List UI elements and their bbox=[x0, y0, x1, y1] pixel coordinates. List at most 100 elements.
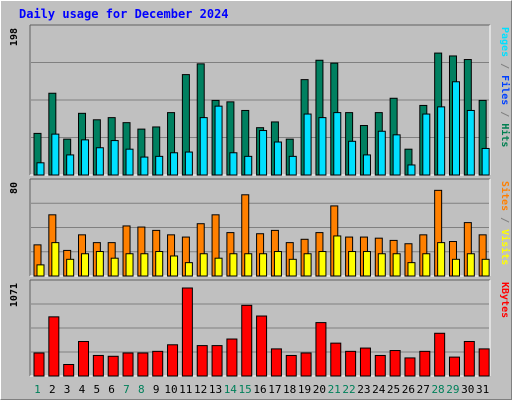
bar-files-day-26 bbox=[407, 164, 416, 176]
bar-files-day-28 bbox=[437, 106, 446, 176]
bar-visits-day-22 bbox=[348, 251, 357, 277]
bar-files-day-7 bbox=[125, 148, 134, 176]
x-tick-label-day-3: 3 bbox=[64, 383, 71, 396]
x-tick-label-day-10: 10 bbox=[164, 383, 177, 396]
bar-visits-day-19 bbox=[303, 253, 312, 277]
bar-kbytes-day-9 bbox=[152, 350, 164, 377]
bar-visits-day-1 bbox=[36, 264, 45, 277]
bar-kbytes-day-8 bbox=[137, 352, 149, 377]
bar-visits-day-14 bbox=[229, 253, 238, 277]
bar-files-day-19 bbox=[303, 113, 312, 176]
x-tick-label-day-15: 15 bbox=[239, 383, 252, 396]
bar-files-day-29 bbox=[451, 81, 460, 176]
bar-kbytes-day-15 bbox=[241, 304, 253, 377]
bar-visits-day-6 bbox=[110, 257, 119, 277]
bar-kbytes-day-5 bbox=[92, 354, 104, 377]
x-tick-label-day-30: 30 bbox=[461, 383, 474, 396]
chart-title: Daily usage for December 2024 bbox=[19, 7, 229, 21]
bar-files-day-23 bbox=[362, 154, 371, 176]
bar-visits-day-5 bbox=[95, 251, 104, 277]
x-tick-label-day-1: 1 bbox=[34, 383, 41, 396]
bar-kbytes-day-11 bbox=[181, 287, 193, 377]
bar-files-day-27 bbox=[422, 113, 431, 176]
series-legend-label: Sites / Visits bbox=[499, 181, 511, 265]
bar-files-day-17 bbox=[273, 141, 282, 176]
legend-part: Visits bbox=[499, 229, 511, 265]
x-tick-label-day-9: 9 bbox=[153, 383, 160, 396]
series-legend-label: Pages / Files / Hits bbox=[499, 27, 511, 147]
bar-visits-day-27 bbox=[422, 253, 431, 277]
x-tick-label-day-13: 13 bbox=[209, 383, 222, 396]
bar-visits-day-16 bbox=[259, 253, 268, 277]
x-tick-label-day-25: 25 bbox=[387, 383, 400, 396]
bar-visits-day-31 bbox=[481, 258, 490, 277]
y-max-label: 80 bbox=[9, 182, 20, 194]
legend-part: / bbox=[499, 105, 510, 123]
legend-part: / bbox=[499, 57, 510, 75]
x-tick-label-day-21: 21 bbox=[328, 383, 341, 396]
series-legend-label: KBytes bbox=[499, 282, 510, 318]
bar-files-day-15 bbox=[244, 155, 253, 176]
bar-kbytes-day-4 bbox=[78, 340, 90, 377]
x-tick-label-day-12: 12 bbox=[194, 383, 207, 396]
bar-visits-day-4 bbox=[81, 253, 90, 277]
bar-visits-day-21 bbox=[333, 235, 342, 277]
bar-kbytes-day-1 bbox=[33, 352, 45, 377]
bar-kbytes-day-16 bbox=[256, 315, 268, 377]
bar-files-day-10 bbox=[170, 152, 179, 176]
x-tick-label-day-27: 27 bbox=[417, 383, 430, 396]
bar-kbytes-day-10 bbox=[167, 344, 179, 377]
x-tick-label-day-8: 8 bbox=[138, 383, 145, 396]
bar-files-day-16 bbox=[259, 130, 268, 176]
x-tick-label-day-14: 14 bbox=[224, 383, 238, 396]
bar-kbytes-day-12 bbox=[196, 345, 208, 377]
bar-kbytes-day-23 bbox=[359, 347, 371, 377]
x-tick-label-day-26: 26 bbox=[402, 383, 415, 396]
x-tick-label-day-31: 31 bbox=[476, 383, 489, 396]
x-tick-label-day-29: 29 bbox=[446, 383, 459, 396]
x-tick-label-day-24: 24 bbox=[372, 383, 386, 396]
x-tick-label-day-20: 20 bbox=[313, 383, 326, 396]
bar-files-day-31 bbox=[481, 147, 490, 176]
bar-files-day-3 bbox=[66, 154, 75, 176]
bar-kbytes-day-20 bbox=[315, 322, 327, 377]
bar-files-day-12 bbox=[199, 117, 208, 176]
legend-part: KBytes bbox=[499, 282, 510, 318]
bar-visits-day-7 bbox=[125, 253, 134, 277]
bar-visits-day-3 bbox=[66, 258, 75, 277]
bar-files-day-2 bbox=[51, 133, 60, 176]
bar-kbytes-day-7 bbox=[122, 352, 134, 377]
x-tick-label-day-23: 23 bbox=[357, 383, 370, 396]
legend-part: Pages bbox=[499, 27, 510, 57]
x-tick-label-day-6: 6 bbox=[108, 383, 115, 396]
bar-visits-day-12 bbox=[199, 253, 208, 277]
legend-part: Hits bbox=[499, 123, 511, 147]
x-tick-label-day-11: 11 bbox=[179, 383, 192, 396]
bar-kbytes-day-27 bbox=[419, 350, 431, 377]
bar-kbytes-day-14 bbox=[226, 338, 238, 377]
bar-visits-day-23 bbox=[362, 251, 371, 277]
bar-visits-day-15 bbox=[244, 253, 253, 277]
x-tick-label-day-5: 5 bbox=[93, 383, 100, 396]
bar-files-day-18 bbox=[288, 155, 297, 176]
x-tick-label-day-2: 2 bbox=[49, 383, 56, 396]
bar-visits-day-13 bbox=[214, 257, 223, 277]
bar-kbytes-day-24 bbox=[374, 354, 386, 377]
bar-files-day-8 bbox=[140, 156, 149, 176]
x-tick-label-day-18: 18 bbox=[283, 383, 296, 396]
bar-kbytes-day-28 bbox=[434, 332, 446, 377]
bar-kbytes-day-26 bbox=[404, 357, 416, 377]
bar-kbytes-day-18 bbox=[285, 354, 297, 377]
bar-files-day-6 bbox=[110, 140, 119, 176]
bar-files-day-30 bbox=[466, 109, 475, 176]
bar-visits-day-11 bbox=[184, 262, 193, 277]
bar-files-day-14 bbox=[229, 152, 238, 176]
legend-part: / bbox=[499, 211, 510, 229]
x-tick-label-day-22: 22 bbox=[342, 383, 355, 396]
bar-visits-day-28 bbox=[437, 242, 446, 277]
bar-visits-day-25 bbox=[392, 253, 401, 277]
bar-visits-day-20 bbox=[318, 251, 327, 277]
x-tick-label-day-4: 4 bbox=[79, 383, 86, 396]
x-tick-label-day-19: 19 bbox=[298, 383, 311, 396]
